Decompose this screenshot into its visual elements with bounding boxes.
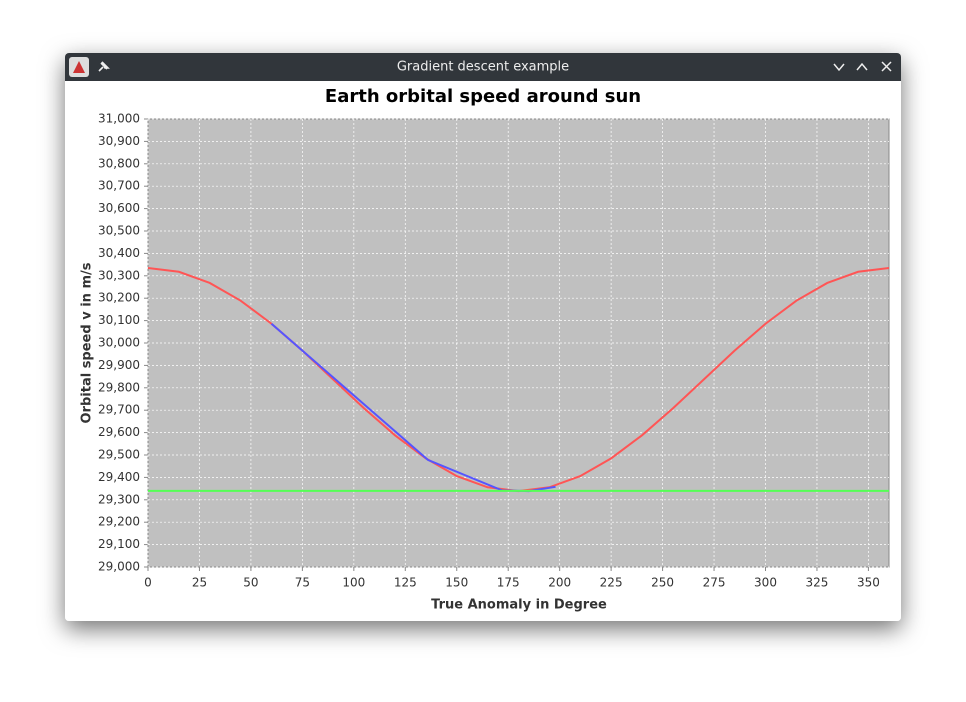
chart-title: Earth orbital speed around sun	[325, 86, 641, 107]
window-title: Gradient descent example	[397, 60, 569, 75]
x-tick-label: 300	[754, 576, 777, 590]
y-tick-label: 31,000	[98, 112, 140, 126]
y-tick-label: 30,100	[98, 313, 140, 327]
y-tick-label: 30,300	[98, 268, 140, 282]
y-tick-label: 30,400	[98, 246, 140, 260]
close-button[interactable]	[881, 61, 892, 72]
y-tick-label: 29,300	[98, 492, 140, 506]
title-bar	[65, 53, 901, 81]
x-tick-label: 125	[394, 576, 417, 590]
y-tick-label: 30,500	[98, 224, 140, 238]
x-tick-label: 0	[144, 576, 152, 590]
y-tick-label: 29,400	[98, 470, 140, 484]
y-tick-label: 29,000	[98, 560, 140, 574]
y-tick-label: 30,200	[98, 291, 140, 305]
y-tick-label: 29,800	[98, 380, 140, 394]
x-tick-label: 225	[600, 576, 623, 590]
y-tick-label: 29,500	[98, 448, 140, 462]
x-tick-label: 275	[703, 576, 726, 590]
y-tick-label: 29,200	[98, 515, 140, 529]
x-tick-label: 175	[497, 576, 520, 590]
y-axis-label: Orbital speed v in m/s	[80, 262, 95, 423]
minimize-button[interactable]	[833, 63, 845, 72]
x-tick-label: 75	[295, 576, 310, 590]
pin-button[interactable]	[98, 61, 110, 72]
x-tick-label: 250	[651, 576, 674, 590]
x-tick-label: 325	[806, 576, 829, 590]
y-tick-label: 29,600	[98, 425, 140, 439]
x-tick-label: 100	[342, 576, 365, 590]
x-tick-label: 350	[857, 576, 880, 590]
y-tick-label: 30,600	[98, 201, 140, 215]
x-axis-label: True Anomaly in Degree	[431, 598, 607, 613]
y-tick-label: 30,000	[98, 336, 140, 350]
app-icon-glyph	[73, 61, 85, 73]
y-tick-label: 30,800	[98, 156, 140, 170]
y-tick-label: 30,700	[98, 179, 140, 193]
x-tick-label: 25	[192, 576, 207, 590]
y-tick-label: 29,700	[98, 403, 140, 417]
y-tick-label: 29,900	[98, 358, 140, 372]
x-tick-label: 150	[445, 576, 468, 590]
y-tick-label: 29,100	[98, 537, 140, 551]
maximize-button[interactable]	[856, 62, 868, 71]
x-tick-label: 50	[243, 576, 258, 590]
x-tick-label: 200	[548, 576, 571, 590]
y-tick-label: 30,900	[98, 134, 140, 148]
